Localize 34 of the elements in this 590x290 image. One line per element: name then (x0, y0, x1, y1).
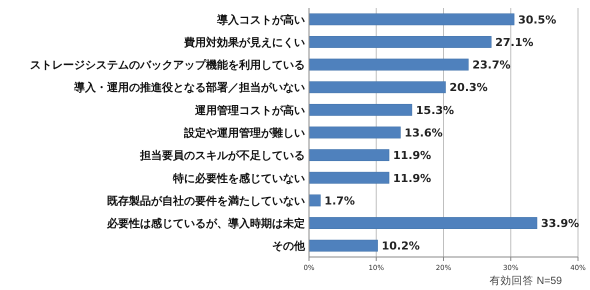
data-label: 11.9% (393, 149, 432, 162)
data-label: 20.3% (450, 81, 488, 94)
bar (308, 149, 390, 162)
bar (308, 58, 469, 70)
bar (308, 104, 412, 116)
y-tick-label: 設定や運用管理が難しい (183, 126, 305, 140)
y-tick-label: 導入コストが高い (216, 13, 305, 26)
data-label: 1.7% (324, 194, 355, 208)
y-tick-label: 必要性は感じているが、導入時期は未定 (106, 217, 305, 230)
y-tick-label: 導入・運用の推進役となる部署／担当がいない (73, 81, 305, 94)
y-tick-label: 費用対効果が見えにくい (183, 36, 305, 49)
y-tick-label: 運用管理コストが高い (194, 104, 305, 117)
bar (308, 36, 492, 48)
text: 有効回答 N=59 (490, 274, 562, 287)
bar (308, 172, 390, 184)
y-tick-label: 担当要員のスキルが不足している (139, 149, 305, 162)
data-label: 23.7% (472, 58, 511, 72)
bar (308, 81, 446, 94)
data-label: 30.5% (518, 13, 556, 26)
data-label: 33.9% (540, 217, 580, 230)
data-label: 13.6% (404, 126, 443, 140)
y-tick-label: 既存製品が自社の要件を満たしていない (107, 194, 305, 208)
bar (308, 126, 401, 138)
bar (308, 194, 321, 206)
y-tick-label: ストレージシステムのバックアップ機能を利用している (30, 58, 305, 72)
y-tick-label: 特に必要性を感じていない (172, 172, 305, 185)
bar (308, 217, 538, 229)
data-label: 15.3% (416, 104, 454, 117)
data-label: 10.2% (382, 240, 420, 253)
bar (308, 240, 378, 252)
data-label: 11.9% (393, 172, 432, 185)
y-tick-label: その他 (272, 240, 306, 253)
data-label: 27.1% (495, 36, 534, 49)
bar (308, 13, 514, 26)
